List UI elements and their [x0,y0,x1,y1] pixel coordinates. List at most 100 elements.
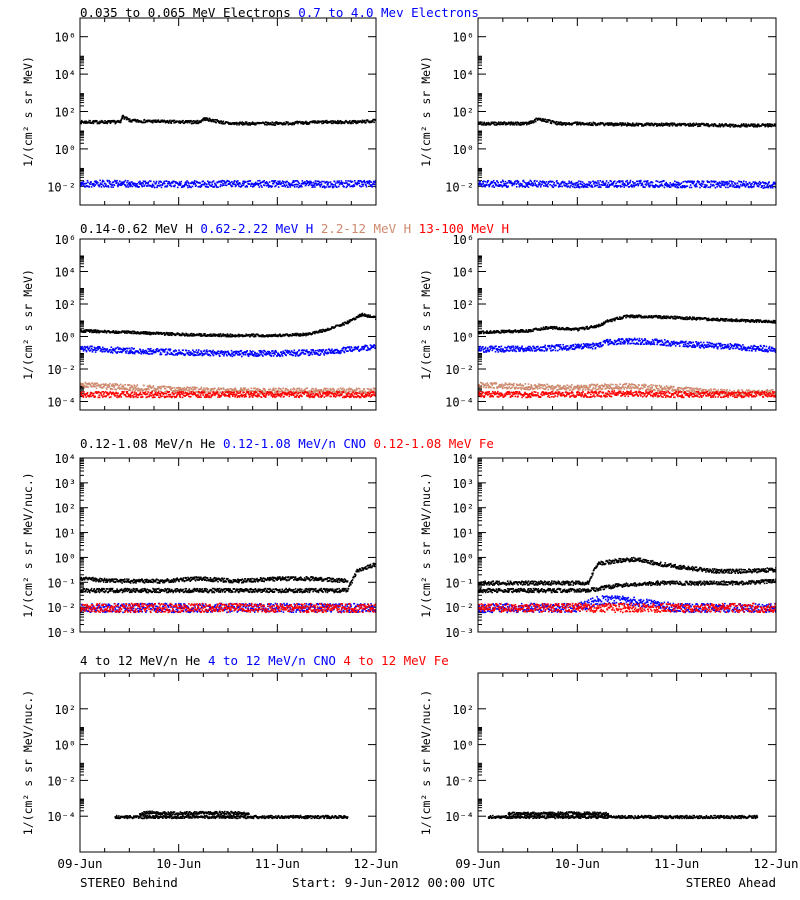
data-point [244,351,246,353]
data-point [189,186,191,188]
data-point [121,183,124,186]
data-point [207,186,209,188]
data-point [502,184,505,187]
data-point [132,332,135,335]
data-point [482,180,484,183]
data-point [152,333,155,335]
data-point [715,183,718,186]
data-point [359,313,361,316]
data-point [309,180,311,183]
data-point [647,123,649,126]
data-point [260,334,263,336]
data-point [307,180,309,183]
data-point [194,386,196,389]
data-point [574,184,577,186]
data-point [209,354,212,357]
data-point [197,186,200,188]
data-point [345,180,347,182]
data-point [577,122,580,125]
data-point [177,183,180,185]
data-point [635,183,638,186]
data-point [128,118,131,120]
data-point [124,350,127,353]
data-point [85,350,88,353]
data-point [656,123,659,125]
data-point [284,184,286,187]
data-point [731,183,733,185]
data-point [580,124,582,126]
data-point [188,120,191,122]
data-point [583,123,586,126]
data-point [100,349,102,352]
data-point [203,387,205,389]
data-point [194,388,197,390]
row-title-segment: 0.62-2.22 MeV H [193,221,313,236]
data-point [758,180,761,183]
data-point [530,122,532,124]
data-point [260,392,262,394]
data-point [540,184,542,186]
data-point [252,183,254,186]
data-point [103,122,106,124]
data-point [322,390,324,393]
data-point [297,181,300,183]
data-point [493,121,495,124]
data-point [282,182,285,184]
data-point [198,121,201,124]
data-point [95,180,97,182]
data-point [238,182,241,184]
data-point [160,388,162,390]
data-point [325,352,327,354]
data-point [110,183,112,185]
data-point [280,388,282,391]
data-point [373,344,376,347]
data-point [170,388,172,391]
data-point [355,389,357,392]
data-point [314,332,316,335]
data-point [486,181,489,184]
data-point [246,180,249,183]
data-point [577,186,580,188]
data-point [576,121,579,123]
data-point [150,333,152,335]
data-point [251,334,254,337]
data-point [656,184,658,187]
data-point [315,331,317,334]
data-point [676,186,679,188]
data-point [241,184,244,187]
data-point [98,394,100,397]
data-point [550,122,553,125]
data-point [596,182,598,184]
data-point [117,182,120,184]
data-point [627,183,629,185]
data-point [95,347,98,349]
data-point [340,180,343,182]
data-point [117,330,119,333]
data-point [292,388,294,390]
data-point [198,354,200,356]
data-point [149,180,151,182]
data-point [510,122,512,125]
data-point [137,181,140,184]
data-point [186,352,189,355]
data-point [267,353,270,355]
data-point [207,182,210,184]
data-point [84,185,87,188]
data-point [314,186,316,188]
data-point [115,347,117,350]
data-point [102,179,104,182]
data-point [331,388,334,390]
data-point [353,346,356,349]
data-point [266,124,268,126]
data-point [573,182,575,185]
data-point [547,182,550,185]
data-point [97,392,99,394]
data-point [504,180,507,183]
data-point [527,122,530,125]
data-point [277,352,280,355]
data-point [308,122,311,125]
data-point [651,122,653,125]
data-point [298,349,300,351]
data-point [143,351,146,353]
data-point [118,348,120,351]
